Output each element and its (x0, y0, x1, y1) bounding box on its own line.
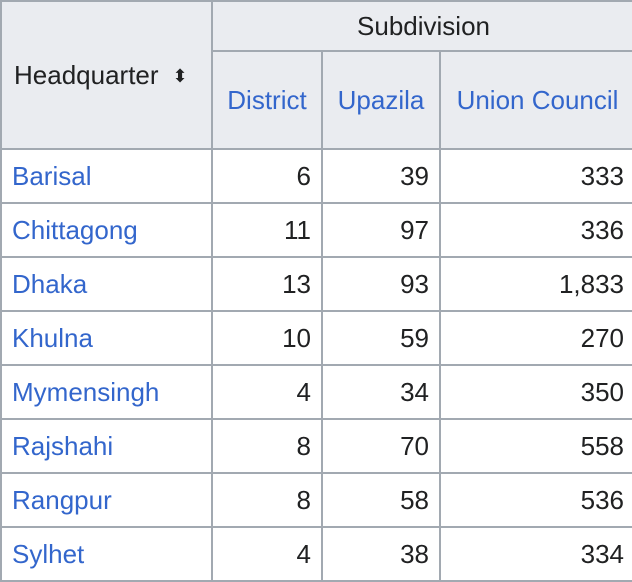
table-row: Dhaka 13 93 1,833 (0, 256, 632, 312)
district-count: 8 (211, 472, 323, 528)
district-count: 8 (211, 418, 323, 474)
upazila-header-link[interactable]: Upazila (321, 50, 441, 150)
headquarter-column-header[interactable]: Headquarter ⬍ (0, 0, 213, 150)
upazila-count: 38 (321, 526, 441, 582)
table-row: Sylhet 4 38 334 (0, 526, 632, 582)
table-row: Rajshahi 8 70 558 (0, 418, 632, 474)
district-count: 13 (211, 256, 323, 312)
union-council-header-link[interactable]: Union Council (438, 50, 632, 150)
union-council-count: 334 (438, 526, 632, 582)
upazila-count: 70 (321, 418, 441, 474)
district-count: 4 (211, 526, 323, 582)
district-count: 11 (211, 202, 323, 258)
union-council-count: 1,833 (438, 256, 632, 312)
table-row: Khulna 10 59 270 (0, 310, 632, 366)
headquarter-header-label: Headquarter (14, 59, 159, 90)
upazila-count: 59 (321, 310, 441, 366)
district-count: 10 (211, 310, 323, 366)
district-count: 6 (211, 148, 323, 204)
headquarter-link[interactable]: Rajshahi (0, 418, 213, 474)
table-row: Rangpur 8 58 536 (0, 472, 632, 528)
headquarter-link[interactable]: Barisal (0, 148, 213, 204)
headquarter-link[interactable]: Dhaka (0, 256, 213, 312)
district-header-link[interactable]: District (211, 50, 323, 150)
union-council-count: 558 (438, 418, 632, 474)
sort-icon[interactable]: ⬍ (172, 65, 188, 86)
table-row: Chittagong 11 97 336 (0, 202, 632, 258)
union-council-count: 350 (438, 364, 632, 420)
table-row: Barisal 6 39 333 (0, 148, 632, 204)
headquarter-link[interactable]: Rangpur (0, 472, 213, 528)
district-count: 4 (211, 364, 323, 420)
upazila-count: 93 (321, 256, 441, 312)
union-council-count: 336 (438, 202, 632, 258)
upazila-count: 39 (321, 148, 441, 204)
upazila-count: 58 (321, 472, 441, 528)
union-council-count: 270 (438, 310, 632, 366)
upazila-count: 34 (321, 364, 441, 420)
union-council-count: 536 (438, 472, 632, 528)
subdivision-header: Subdivision (210, 0, 632, 52)
headquarter-link[interactable]: Khulna (0, 310, 213, 366)
headquarter-link[interactable]: Mymensingh (0, 364, 213, 420)
headquarter-link[interactable]: Chittagong (0, 202, 213, 258)
headquarter-link[interactable]: Sylhet (0, 526, 213, 582)
table-row: Mymensingh 4 34 350 (0, 364, 632, 420)
union-council-count: 333 (438, 148, 632, 204)
upazila-count: 97 (321, 202, 441, 258)
